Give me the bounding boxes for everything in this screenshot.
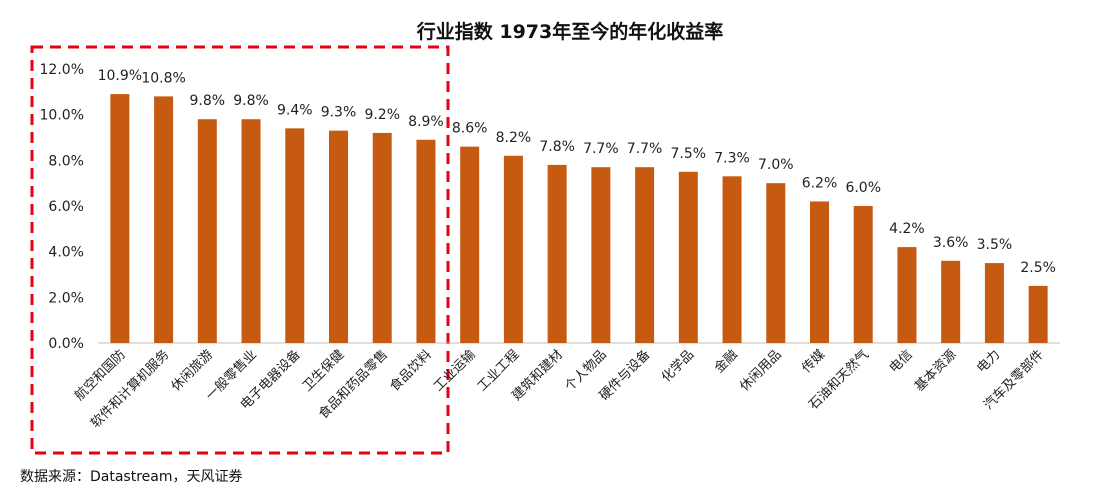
x-tick-label: 基本资源 [912,347,959,394]
data-label: 9.4% [277,102,313,118]
bar [810,201,829,343]
bar [154,96,174,344]
category-labels-group: 航空和国防软件和计算机服务休闲旅游一般零售业电子电器设备卫生保健食品和药品零售食… [71,347,1047,432]
bar [722,176,742,343]
bar [635,167,655,343]
x-tick-label: 休闲用品 [737,347,784,394]
bar [766,183,786,343]
data-label: 9.3% [321,105,357,121]
bar [1028,285,1048,343]
bar [416,139,436,343]
data-label: 7.0% [758,157,794,173]
data-label: 8.9% [408,114,444,130]
x-tick-label: 食品饮料 [387,347,435,395]
x-tick-label: 工业运输 [430,347,478,395]
data-label: 9.8% [190,93,226,109]
bar [547,164,567,343]
data-label: 6.2% [802,175,838,191]
data-label: 4.2% [889,221,925,237]
bar [329,130,348,343]
bar [285,128,305,343]
y-tick-label: 10.0% [40,108,84,124]
data-label: 7.7% [583,141,619,157]
bar [897,247,917,343]
bar [591,167,611,343]
bar [372,132,392,343]
data-label: 3.5% [977,237,1013,253]
data-label: 6.0% [845,180,881,196]
y-tick-label: 2.0% [48,290,84,306]
x-tick-label: 电信 [887,347,916,376]
y-tick-label: 6.0% [48,199,84,215]
bar [853,206,873,343]
bar [241,119,261,343]
data-label: 7.7% [627,141,663,157]
x-tick-label: 传媒 [799,347,828,376]
bar [941,260,961,343]
bar [678,171,698,343]
data-label: 10.9% [98,68,142,84]
y-tick-label: 0.0% [48,336,84,352]
y-tick-label: 8.0% [48,153,84,169]
x-tick-label: 化学品 [658,347,697,386]
data-label: 7.8% [539,139,575,155]
bars-group [110,94,1048,344]
data-label: 3.6% [933,235,969,251]
data-label: 2.5% [1020,260,1056,276]
bar [984,263,1004,343]
bar [503,155,523,343]
data-label: 8.6% [452,121,488,137]
data-label: 10.8% [141,70,185,86]
y-tick-label: 4.0% [48,245,84,261]
bar [460,146,480,343]
value-labels-group: 10.9% 10.8% 9.8% 9.8% 9.4% 9.3% 9.2% 8.9% 8.6% 8.… [98,68,1056,276]
x-tick-label: 软件和计算机服务 [88,347,173,432]
bar [110,94,130,343]
bar [197,119,217,343]
x-tick-label: 电力 [974,347,1003,376]
data-label: 9.8% [233,93,269,109]
x-tick-label: 金融 [711,347,741,377]
source-note: 数据来源：Datastream，天风证券 [20,469,243,485]
data-label: 7.3% [714,150,750,166]
data-label: 7.5% [671,146,707,162]
highlight-box [30,45,450,455]
data-label: 9.2% [364,107,400,123]
y-tick-label: 12.0% [40,62,84,78]
chart-title: 行业指数 1973年至今的年化收益率 [416,20,724,43]
data-label: 8.2% [496,130,532,146]
